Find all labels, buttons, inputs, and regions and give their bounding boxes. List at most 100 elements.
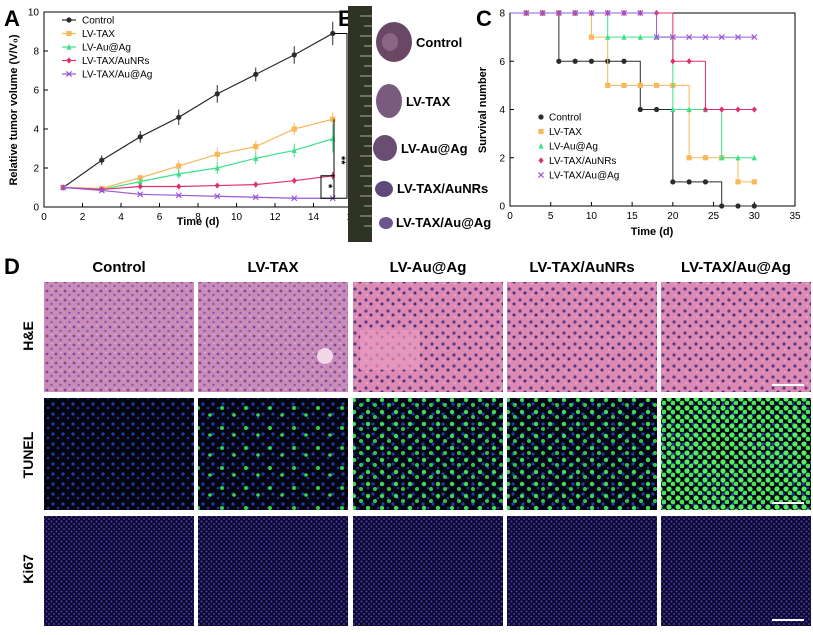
micrograph-ki67-lv-au-ag bbox=[353, 516, 503, 626]
chart-a-point bbox=[137, 191, 144, 198]
chart-c-legend-label: Control bbox=[549, 113, 581, 124]
chart-c-legend-marker bbox=[538, 128, 544, 135]
chart-a-point bbox=[176, 170, 182, 177]
chart-c-point-b bbox=[588, 9, 595, 17]
chart-a-bracket bbox=[320, 175, 334, 199]
chart-a-legend-label: LV-TAX bbox=[82, 29, 115, 40]
chart-c-xtick-label: 30 bbox=[749, 211, 761, 222]
panel-letter-a: A bbox=[4, 6, 20, 31]
chart-a-point-b bbox=[252, 194, 259, 201]
chart-a-xtick-label: 10 bbox=[231, 212, 243, 223]
chart-c-series-control bbox=[510, 12, 757, 209]
chart-a-point bbox=[330, 30, 336, 37]
chart-a-point bbox=[98, 187, 105, 194]
chart-a-bracket bbox=[334, 32, 348, 199]
chart-a-legend-label: Control bbox=[82, 16, 114, 27]
micrograph-ki67-control bbox=[44, 516, 194, 626]
chart-a-point bbox=[176, 163, 182, 169]
chart-a-series-control bbox=[60, 21, 336, 191]
chart-a-significance: ** bbox=[335, 156, 347, 165]
micrograph-tunel-lv-tax-au-ag-positive bbox=[661, 398, 811, 510]
row-header-ki67: Ki67 bbox=[20, 554, 36, 584]
chart-c-xtick-label: 10 bbox=[586, 211, 598, 222]
chart-a-legend-marker bbox=[66, 17, 72, 23]
chart-c-point bbox=[604, 9, 611, 17]
chart-c-point bbox=[751, 154, 757, 161]
chart-c-point bbox=[539, 9, 546, 17]
chart-a-line-lv-tax-aunrs bbox=[63, 175, 333, 191]
chart-c-legend-label: LV-Au@Ag bbox=[549, 142, 598, 153]
chart-c-point bbox=[735, 154, 741, 161]
chart-c-point-b bbox=[620, 9, 628, 17]
chart-c-legend-label: LV-TAX/Au@Ag bbox=[549, 171, 619, 182]
column-header-lv-au-ag: LV-Au@Ag bbox=[390, 259, 467, 276]
panel-b: Control LV-TAX LV-Au@Ag LV-TAX/AuNRs LV-… bbox=[348, 6, 491, 242]
chart-c-point bbox=[686, 106, 692, 113]
tumor-label-lv-tax-au-ag: LV-TAX/Au@Ag bbox=[396, 215, 491, 230]
chart-a-point bbox=[137, 178, 143, 185]
chart-c-point bbox=[686, 34, 693, 41]
chart-a-legend-marker bbox=[65, 70, 73, 78]
chart-a-point bbox=[214, 151, 220, 157]
tumor-lv-tax-aunrs bbox=[375, 181, 393, 197]
chart-a-series-lv-tax-aunrs bbox=[60, 171, 336, 193]
micrograph-he-lv-tax-au-ag bbox=[661, 282, 811, 392]
chart-c-point bbox=[637, 9, 644, 17]
chart-c-point-b bbox=[653, 34, 660, 41]
chart-c-point bbox=[702, 106, 709, 113]
chart-c-ytick-label: 2 bbox=[499, 153, 505, 164]
chart-a-xtick-label: 12 bbox=[269, 212, 281, 223]
chart-a-ytick-label: 10 bbox=[28, 8, 40, 19]
chart-a-point bbox=[330, 135, 336, 142]
chart-a-point bbox=[291, 177, 297, 184]
chart-c-legend-label: LV-TAX bbox=[549, 127, 582, 138]
chart-c-point bbox=[605, 34, 611, 40]
chart-c-legend-marker bbox=[538, 142, 544, 149]
chart-a-line-lv-tax-au-ag bbox=[63, 186, 333, 199]
chart-a-point bbox=[253, 155, 259, 161]
micrograph-ki67-lv-tax-au-ag bbox=[661, 516, 811, 626]
chart-a-significance: * bbox=[322, 184, 334, 189]
chart-c-point bbox=[719, 154, 725, 161]
chart-a-point-b bbox=[60, 184, 67, 191]
chart-c-legend-marker bbox=[537, 171, 545, 179]
chart-a-point bbox=[137, 183, 143, 190]
chart-a-ytick-label: 4 bbox=[33, 125, 39, 136]
micrograph-tunel-lv-au-ag-positive bbox=[353, 398, 503, 510]
chart-a-point bbox=[253, 71, 259, 77]
chart-c-point bbox=[523, 9, 530, 17]
chart-a-line-control bbox=[62, 32, 334, 188]
chart-a-ytick-label: 6 bbox=[33, 86, 39, 97]
chart-a-legend-marker bbox=[66, 57, 72, 64]
chart-c: Time (d) Survival number 0 5 10 15 20 25 30 35 0… bbox=[477, 9, 801, 239]
tumor-label-control: Control bbox=[416, 35, 462, 50]
chart-c-point bbox=[556, 58, 562, 64]
chart-a-point bbox=[214, 182, 220, 189]
chart-c-ytick-label: 0 bbox=[499, 202, 505, 213]
chart-c-point bbox=[670, 58, 676, 65]
chart-a-legend-marker-b bbox=[65, 70, 73, 78]
chart-a-point bbox=[175, 192, 182, 199]
chart-c-point bbox=[653, 34, 660, 41]
chart-c-ytick-label: 8 bbox=[499, 9, 505, 20]
chart-a-point-b bbox=[291, 195, 298, 202]
chart-c-point bbox=[735, 179, 741, 185]
tumor-label-lv-au-ag: LV-Au@Ag bbox=[401, 141, 468, 156]
chart-c-point bbox=[751, 106, 757, 113]
chart-c-ytick-label: 4 bbox=[499, 105, 505, 116]
chart-c-point bbox=[734, 34, 742, 41]
column-header-control: Control bbox=[92, 259, 145, 276]
micrograph-ki67-lv-tax-aunrs bbox=[507, 516, 657, 626]
ruler bbox=[348, 6, 372, 242]
chart-a-point bbox=[291, 195, 298, 202]
chart-c-point bbox=[605, 82, 611, 88]
chart-c-point bbox=[572, 58, 578, 64]
chart-c-point bbox=[686, 155, 692, 161]
chart-a-legend-marker bbox=[66, 43, 72, 50]
chart-c-point bbox=[719, 106, 725, 113]
chart-c-line-control bbox=[510, 12, 755, 207]
chart-c-point-b bbox=[523, 9, 530, 17]
chart-a-point bbox=[214, 193, 221, 200]
chart-c-point bbox=[702, 34, 709, 41]
chart-a-point bbox=[291, 147, 297, 154]
